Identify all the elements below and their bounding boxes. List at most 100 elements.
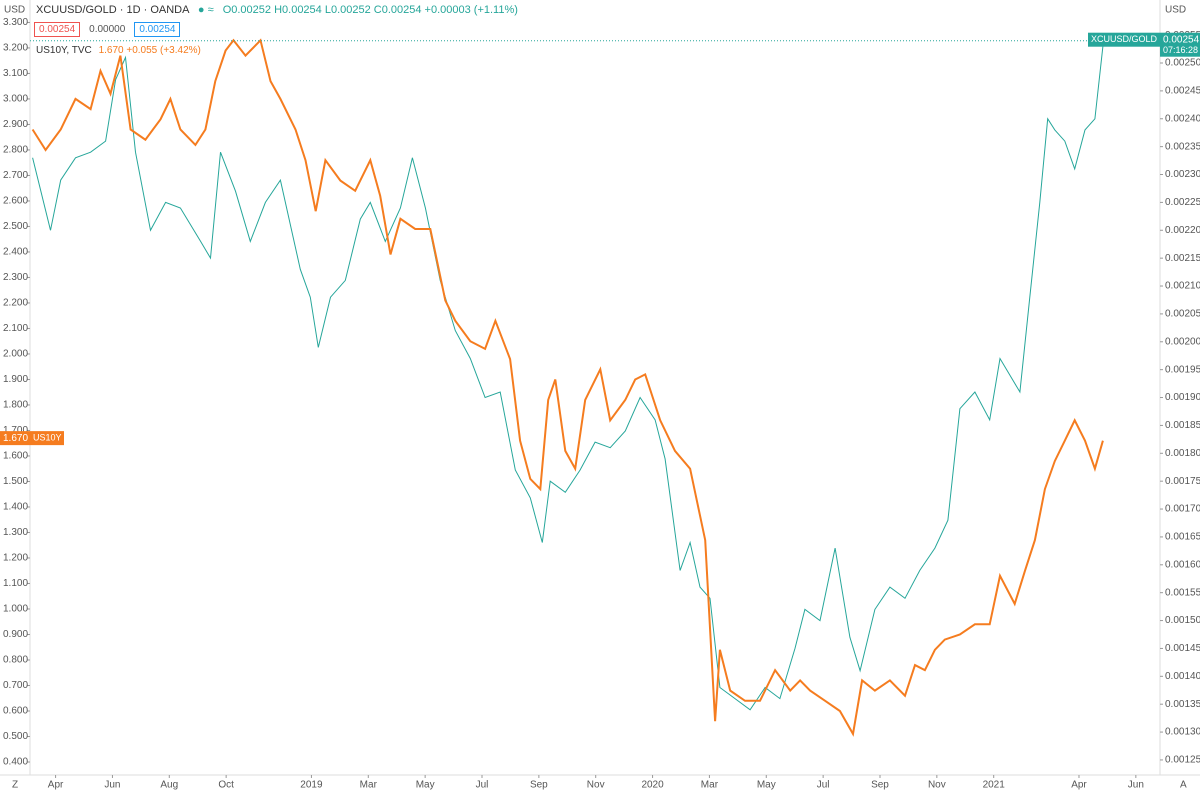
y-tick-label: 2.100 [3,323,28,334]
y-tick-label: 3.200 [3,43,28,54]
x-tick-label: Jul [817,780,830,791]
overlay-legend: US10Y, TVC 1.670 +0.055 (+3.42%) [36,45,201,56]
y2-tick-label: 0.00140 [1165,671,1200,682]
y2-tick-label: 0.00235 [1165,141,1200,152]
ask-box[interactable]: 0.00254 [134,22,181,37]
y2-tick-label: 0.00150 [1165,615,1200,626]
corner-left: Z [12,780,18,791]
y-tick-label: 2.300 [3,272,28,283]
y2-tick-label: 0.00225 [1165,197,1200,208]
x-tick-label: Jun [104,780,120,791]
y-tick-label: 0.700 [3,680,28,691]
y-tick-label: 2.600 [3,196,28,207]
x-tick-label: 2021 [983,780,1006,791]
y-tick-label: 1.600 [3,451,28,462]
x-tick-label: Mar [701,780,719,791]
y-tick-label: 3.000 [3,94,28,105]
y-tick-label: 0.800 [3,655,28,666]
y-tick-label: 2.800 [3,145,28,156]
x-tick-label: Jun [1128,780,1144,791]
price-tag-label: 1.670 [3,433,28,444]
y2-tick-label: 0.00245 [1165,86,1200,97]
x-tick-label: May [416,780,435,791]
x-tick-label: Apr [1071,780,1087,791]
y2-tick-label: 0.00175 [1165,476,1200,487]
y-tick-label: 1.400 [3,502,28,513]
y-tick-label: 0.900 [3,629,28,640]
y-tick-label: 2.900 [3,119,28,130]
y-tick-label: 0.500 [3,731,28,742]
name-tag-label: XCUUSD/GOLD [1091,34,1158,44]
x-tick-label: Mar [360,780,378,791]
y2-tick-label: 0.00195 [1165,364,1200,375]
y2-tick-label: 0.00190 [1165,392,1200,403]
x-tick-label: Apr [48,780,64,791]
y-tick-label: 2.700 [3,170,28,181]
y2-tick-label: 0.00230 [1165,169,1200,180]
overlay-quote: 1.670 +0.055 (+3.42%) [98,45,201,56]
y-tick-label: 0.400 [3,757,28,768]
y2-tick-label: 0.00125 [1165,755,1200,766]
y-tick-label: 1.900 [3,374,28,385]
y2-tick-label: 0.00240 [1165,113,1200,124]
x-tick-label: May [757,780,776,791]
currency-left: USD [4,5,25,16]
interval[interactable]: 1D [126,4,141,16]
y2-tick-label: 0.00215 [1165,253,1200,264]
name-tag-label: US10Y [33,432,62,442]
spread-box: 0.00000 [84,22,131,37]
y-tick-label: 1.000 [3,604,28,615]
y-tick-label: 0.600 [3,706,28,717]
price-tag [0,431,30,446]
x-tick-label: Sep [530,780,548,791]
y-tick-label: 2.500 [3,221,28,232]
ohlc: O0.00252 H0.00254 L0.00252 C0.00254 +0.0… [222,4,518,16]
y-tick-label: 3.100 [3,68,28,79]
y-tick-label: 2.000 [3,349,28,360]
x-tick-label: 2019 [300,780,323,791]
y-tick-label: 1.100 [3,578,28,589]
y2-tick-label: 0.00250 [1165,58,1200,69]
y-tick-label: 3.300 [3,17,28,28]
y2-tick-label: 0.00155 [1165,587,1200,598]
y2-tick-label: 0.00145 [1165,643,1200,654]
x-tick-label: Nov [587,780,605,791]
corner-right: A [1180,780,1187,791]
symbol-legend: XCUUSD/GOLD · 1D · OANDA ● ≈ O0.00252 H0… [36,4,518,16]
y2-tick-label: 0.00165 [1165,532,1200,543]
y-tick-label: 1.500 [3,476,28,487]
price-tag [1160,32,1200,57]
x-tick-label: Nov [928,780,946,791]
status-dot: ● ≈ [197,4,214,16]
name-tag [30,431,64,446]
currency-right: USD [1165,5,1186,16]
price-tag-time: 07:16:28 [1163,45,1198,55]
x-tick-label: 2020 [641,780,664,791]
x-tick-label: Jul [476,780,489,791]
y-tick-label: 1.700 [3,425,28,436]
y2-tick-label: 0.00210 [1165,281,1200,292]
bid-box[interactable]: 0.00254 [34,22,81,37]
name-tag [1088,32,1160,47]
y-tick-label: 1.200 [3,553,28,564]
y-tick-label: 2.200 [3,298,28,309]
y-tick-label: 2.400 [3,247,28,258]
y2-tick-label: 0.00185 [1165,420,1200,431]
y2-tick-label: 0.00135 [1165,699,1200,710]
y-tick-label: 1.300 [3,527,28,538]
x-tick-label: Oct [218,780,234,791]
y2-tick-label: 0.00170 [1165,504,1200,515]
symbol[interactable]: XCUUSD/GOLD [36,4,117,16]
series-line [31,38,1104,737]
y2-tick-label: 0.00205 [1165,309,1200,320]
x-tick-label: Aug [160,780,178,791]
price-tag-label: 0.00254 [1163,34,1200,45]
y2-tick-label: 0.00130 [1165,727,1200,738]
exchange: OANDA [150,4,189,16]
y2-tick-label: 0.00200 [1165,336,1200,347]
y2-tick-label: 0.00220 [1165,225,1200,236]
overlay-symbol[interactable]: US10Y, TVC [36,45,92,56]
x-tick-label: Sep [871,780,889,791]
